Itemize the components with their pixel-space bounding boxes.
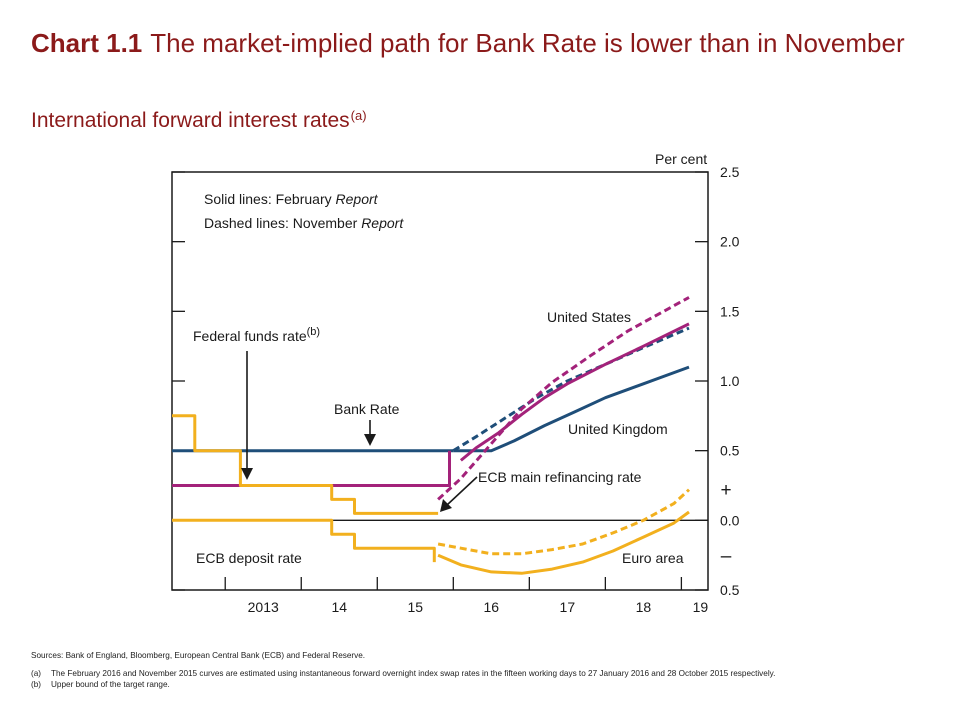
footnote-b: (b) Upper bound of the target range. (31, 680, 170, 689)
series-line-us-nov (437, 296, 690, 501)
series-line-euro-feb (437, 510, 690, 575)
y-tick-label: 2.0 (720, 234, 740, 250)
label-united-states: United States (547, 309, 631, 325)
label-euro-area: Euro area (622, 550, 684, 566)
series-line-uk-feb (453, 365, 690, 453)
series-line-ecb-refi (172, 414, 439, 515)
y-tick-label: 0.5 (720, 443, 740, 459)
chart-annotations: Per cent Solid lines: February Report Da… (193, 151, 732, 567)
annotation-arrows (241, 351, 478, 512)
bank-rate-arrowhead (364, 434, 376, 446)
positive-sign-label: + (720, 480, 731, 501)
x-tick-label: 17 (560, 599, 576, 615)
series-line-euro-nov (437, 488, 691, 556)
ecb-refi-arrow-line (446, 476, 478, 506)
y-tick-label: 0.5 (720, 582, 740, 598)
label-united-kingdom: United Kingdom (568, 421, 668, 437)
chart-title-text: The market-implied path for Bank Rate is… (150, 28, 905, 58)
x-tick-label: 2013 (248, 599, 279, 615)
chart-title: Chart 1.1 The market-implied path for Ban… (31, 26, 931, 60)
x-tick-label: 18 (636, 599, 652, 615)
legend-dashed-lines: Dashed lines: November Report (204, 215, 404, 231)
x-tick-label: 16 (484, 599, 500, 615)
y-tick-label: 0.0 (720, 512, 740, 528)
series-line-ecb-deposit (172, 518, 436, 563)
subtitle-footnote-mark: (a) (350, 108, 367, 123)
y-tick-label: 1.5 (720, 303, 740, 319)
chart-subtitle-text: International forward interest rates (31, 109, 350, 132)
plot-border (171, 171, 709, 591)
footnote-a: (a) The February 2016 and November 2015 c… (31, 669, 776, 678)
series-lines (172, 296, 691, 575)
y-tick-label: 1.0 (720, 373, 740, 389)
label-bank-rate: Bank Rate (334, 401, 400, 417)
y-tick-label: 2.5 (720, 164, 740, 180)
ecb-refi-arrowhead (440, 499, 452, 512)
chart-number: Chart 1.1 (31, 28, 143, 58)
label-ecb-main-refinancing-rate: ECB main refinancing rate (478, 469, 642, 485)
series-line-us-feb (459, 322, 690, 462)
label-federal-funds-rate: Federal funds rate(b) (193, 326, 320, 344)
series-line-fed-funds (172, 450, 451, 487)
chart-notes: Sources: Bank of England, Bloomberg, Eur… (31, 650, 931, 690)
fed-funds-arrowhead (241, 468, 253, 480)
chart-subtitle: International forward interest rates(a) (31, 102, 367, 135)
sources-note: Sources: Bank of England, Bloomberg, Eur… (31, 651, 366, 660)
negative-sign-label: – (721, 546, 732, 567)
label-ecb-deposit-rate: ECB deposit rate (196, 550, 302, 566)
x-tick-label: 15 (408, 599, 424, 615)
x-tick-label: 14 (331, 599, 347, 615)
line-chart: 2.5 2.0 1.5 1.0 0.5 0.0 0.5 2013 14 15 16 17 18 19 Pe… (171, 151, 740, 615)
y-axis-label: Per cent (655, 151, 707, 167)
plot-frame: 2.5 2.0 1.5 1.0 0.5 0.0 0.5 2013 14 15 16 17 18 19 (171, 164, 740, 615)
x-tick-label: 19 (693, 599, 709, 615)
legend-solid-lines: Solid lines: February Report (204, 191, 379, 207)
